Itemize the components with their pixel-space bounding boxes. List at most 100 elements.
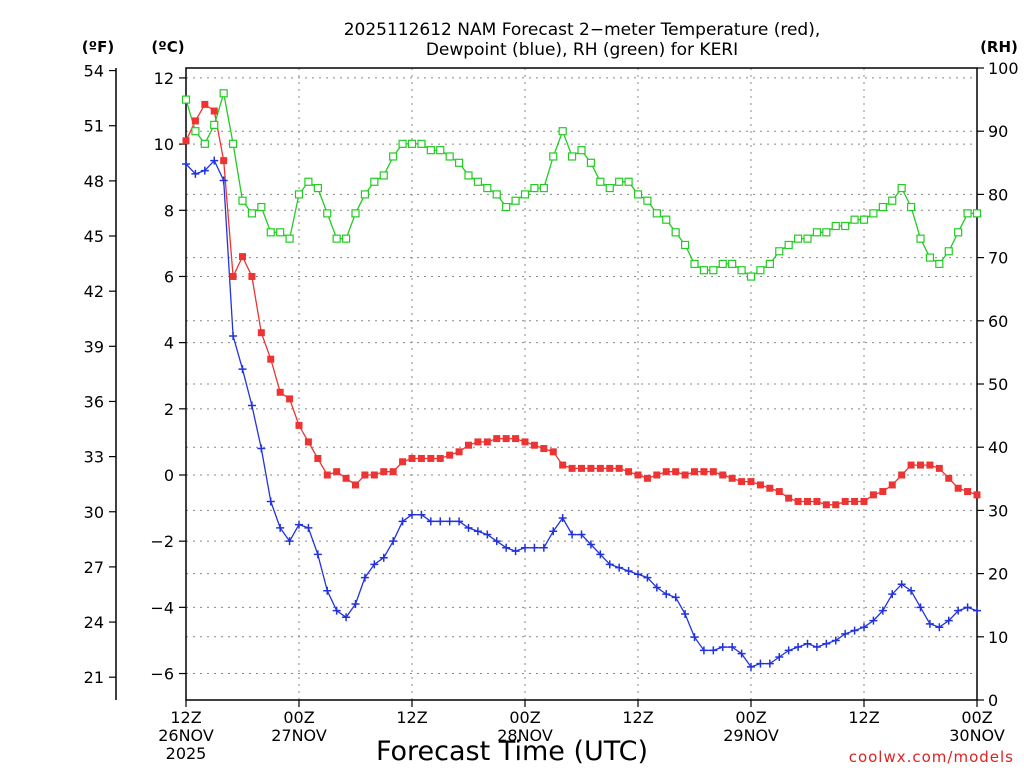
temperature-point xyxy=(775,488,783,496)
temperature-point xyxy=(841,497,849,505)
rh-point xyxy=(784,240,793,250)
dewpoint-point xyxy=(210,156,219,165)
dewpoint-point xyxy=(389,537,398,546)
temperature-point xyxy=(201,100,209,108)
time-tick-label: 00Z xyxy=(961,708,992,727)
temperature-point xyxy=(738,478,746,486)
rh-point xyxy=(954,228,963,237)
rh-point xyxy=(963,209,972,218)
fahrenheit-tick-label: 36 xyxy=(84,392,104,411)
rh-point xyxy=(520,190,530,199)
rh-point xyxy=(718,259,727,269)
celsius-tick-label: −4 xyxy=(150,598,174,617)
temperature-point xyxy=(248,272,256,280)
rh-point xyxy=(906,202,916,212)
temperature-point xyxy=(380,468,388,476)
dewpoint-point xyxy=(511,547,520,556)
dewpoint-point xyxy=(888,590,897,599)
temperature-point xyxy=(399,458,407,466)
temperature-point xyxy=(917,461,924,469)
temperature-point xyxy=(276,388,284,396)
fahrenheit-tick-label: 42 xyxy=(84,282,104,301)
dewpoint-point xyxy=(351,600,360,609)
time-tick-label: 12Z xyxy=(622,708,653,727)
dewpoint-point xyxy=(521,543,529,552)
temperature-point xyxy=(549,448,557,456)
temperature-point xyxy=(239,253,246,261)
rh-tick-label: 60 xyxy=(988,312,1008,331)
temperature-point xyxy=(606,464,614,472)
dewpoint-point xyxy=(360,573,369,582)
celsius-tick-label: 12 xyxy=(154,69,174,88)
dewpoint-point xyxy=(907,586,916,595)
rh-point xyxy=(530,183,539,193)
dewpoint-point xyxy=(257,444,266,453)
temperature-point xyxy=(785,494,793,502)
fahrenheit-tick-label: 27 xyxy=(84,558,104,577)
rh-point xyxy=(737,266,746,275)
fahrenheit-tick-label: 24 xyxy=(84,613,104,632)
rh-point xyxy=(831,221,840,231)
rh-point xyxy=(972,209,982,218)
dewpoint-point xyxy=(605,560,614,569)
dewpoint-point xyxy=(323,586,332,595)
temperature-point xyxy=(314,454,322,462)
dewpoint-point xyxy=(379,553,388,562)
temperature-point xyxy=(417,454,425,462)
dewpoint-point xyxy=(747,662,755,671)
rh-point xyxy=(633,190,643,199)
dewpoint-point xyxy=(492,537,501,546)
rh-point xyxy=(445,152,454,161)
dewpoint-point xyxy=(304,523,313,532)
rh-point xyxy=(728,259,737,269)
temperature-point xyxy=(389,468,397,476)
rh-point xyxy=(511,196,520,205)
rh-point xyxy=(793,234,803,243)
dewpoint-point xyxy=(200,166,209,175)
rh-point xyxy=(775,247,784,256)
fahrenheit-tick-label: 48 xyxy=(84,172,104,191)
temperature-point xyxy=(257,329,265,337)
dewpoint-point xyxy=(681,609,690,618)
rh-point xyxy=(841,221,850,231)
temperature-point xyxy=(220,157,228,165)
rh-point xyxy=(257,202,266,212)
fahrenheit-axis-unit: (ºF) xyxy=(82,38,114,56)
dewpoint-point xyxy=(737,649,746,658)
rh-point xyxy=(869,209,878,218)
dewpoint-point xyxy=(539,543,548,552)
time-tick-label: 29NOV xyxy=(723,726,779,745)
temperature-point xyxy=(352,481,359,489)
dewpoint-point xyxy=(473,527,482,536)
temperature-point xyxy=(926,461,934,469)
rh-point xyxy=(643,196,652,205)
dewpoint-point xyxy=(765,659,774,668)
temperature-point xyxy=(191,117,199,125)
dewpoint-point xyxy=(219,176,228,185)
rh-point xyxy=(341,234,351,243)
temperature-point xyxy=(446,451,454,459)
rh-point xyxy=(360,190,370,199)
time-tick-label: 00Z xyxy=(735,708,766,727)
rh-point xyxy=(276,228,285,237)
dewpoint-point xyxy=(643,573,652,582)
dewpoint-point xyxy=(662,590,671,599)
dewpoint-point xyxy=(615,563,624,572)
celsius-axis-unit: (ºC) xyxy=(151,38,184,56)
temperature-point xyxy=(267,355,275,363)
temperature-point xyxy=(879,488,887,496)
rh-point xyxy=(652,209,661,218)
temperature-point xyxy=(229,272,237,280)
celsius-tick-label: −2 xyxy=(150,532,174,551)
dewpoint-point xyxy=(784,646,793,655)
dewpoint-point xyxy=(285,537,294,546)
rh-point xyxy=(539,183,548,193)
dewpoint-point xyxy=(794,643,803,652)
dewpoint-point xyxy=(709,646,718,655)
temperature-point xyxy=(436,454,444,462)
rh-point xyxy=(916,234,925,243)
celsius-tick-label: −6 xyxy=(150,665,174,684)
rh-tick-label: 40 xyxy=(988,438,1008,457)
temperature-point xyxy=(804,497,811,505)
dewpoint-point xyxy=(436,517,445,526)
